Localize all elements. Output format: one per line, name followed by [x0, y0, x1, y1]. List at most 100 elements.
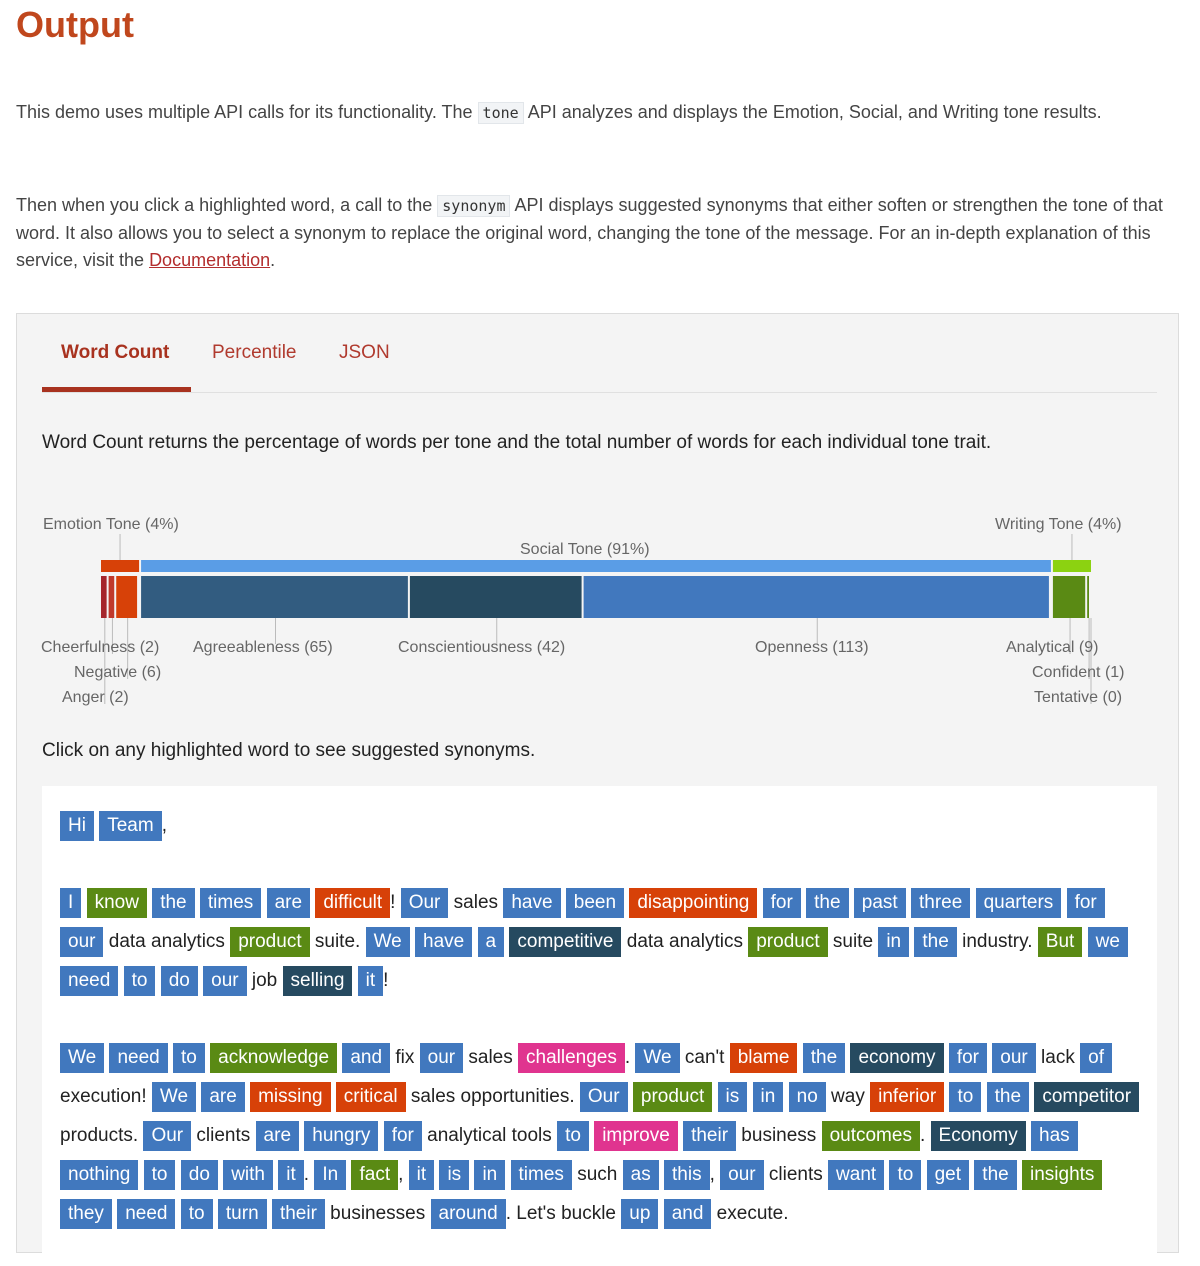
- highlighted-word[interactable]: the: [914, 927, 957, 957]
- highlighted-word[interactable]: with: [223, 1160, 273, 1190]
- highlighted-word[interactable]: we: [1087, 927, 1128, 957]
- highlighted-word[interactable]: to: [123, 966, 156, 996]
- highlighted-word[interactable]: their: [683, 1121, 737, 1151]
- highlighted-word[interactable]: want: [828, 1160, 885, 1190]
- highlighted-word[interactable]: Hi: [60, 811, 94, 841]
- highlighted-word[interactable]: I: [60, 888, 82, 918]
- highlighted-word[interactable]: We: [365, 927, 410, 957]
- highlighted-word[interactable]: We: [635, 1043, 680, 1073]
- highlighted-word[interactable]: product: [748, 927, 828, 957]
- highlighted-word[interactable]: acknowledge: [210, 1043, 338, 1073]
- highlighted-word[interactable]: competitive: [509, 927, 622, 957]
- highlighted-word[interactable]: need: [117, 1199, 176, 1229]
- highlighted-word[interactable]: quarters: [975, 888, 1062, 918]
- highlighted-word[interactable]: a: [477, 927, 505, 957]
- highlighted-word[interactable]: selling: [282, 966, 353, 996]
- highlighted-word[interactable]: But: [1037, 927, 1083, 957]
- highlighted-word[interactable]: in: [474, 1160, 506, 1190]
- highlighted-word[interactable]: times: [510, 1160, 572, 1190]
- highlighted-word[interactable]: the: [152, 888, 195, 918]
- highlighted-word[interactable]: difficult: [315, 888, 391, 918]
- highlighted-word[interactable]: to: [173, 1043, 205, 1073]
- highlighted-word[interactable]: do: [160, 966, 198, 996]
- highlighted-word[interactable]: the: [974, 1160, 1017, 1190]
- highlighted-word[interactable]: to: [557, 1121, 589, 1151]
- highlighted-word[interactable]: product: [632, 1082, 713, 1112]
- highlighted-word[interactable]: to: [949, 1082, 982, 1112]
- highlighted-word[interactable]: and: [663, 1199, 712, 1229]
- highlighted-word[interactable]: of: [1080, 1043, 1112, 1073]
- highlighted-word[interactable]: Our: [579, 1082, 628, 1112]
- highlighted-word[interactable]: have: [415, 927, 473, 957]
- highlighted-word[interactable]: Our: [400, 888, 449, 918]
- highlighted-word[interactable]: competitor: [1034, 1082, 1140, 1112]
- highlighted-word[interactable]: for: [1066, 888, 1105, 918]
- highlighted-word[interactable]: improve: [594, 1121, 678, 1151]
- tab-json[interactable]: JSON: [339, 342, 390, 363]
- highlighted-word[interactable]: our: [203, 966, 247, 996]
- highlighted-word[interactable]: in: [878, 927, 910, 957]
- tab-word-count[interactable]: Word Count: [61, 342, 170, 363]
- highlighted-word[interactable]: and: [342, 1043, 391, 1073]
- highlighted-word[interactable]: We: [60, 1043, 105, 1073]
- highlighted-word[interactable]: for: [948, 1043, 988, 1073]
- highlighted-word[interactable]: Economy: [930, 1121, 1026, 1151]
- highlighted-word[interactable]: up: [621, 1199, 659, 1229]
- highlighted-word[interactable]: economy: [850, 1043, 944, 1073]
- highlighted-word[interactable]: hungry: [304, 1121, 379, 1151]
- highlighted-word[interactable]: inferior: [870, 1082, 945, 1112]
- highlighted-word[interactable]: get: [926, 1160, 970, 1190]
- highlighted-word[interactable]: do: [180, 1160, 218, 1190]
- highlighted-word[interactable]: around: [430, 1199, 506, 1229]
- highlighted-word[interactable]: product: [230, 927, 310, 957]
- highlighted-word[interactable]: the: [806, 888, 849, 918]
- highlighted-word[interactable]: our: [720, 1160, 764, 1190]
- highlighted-word[interactable]: for: [383, 1121, 422, 1151]
- highlighted-word[interactable]: is: [439, 1160, 470, 1190]
- highlighted-word[interactable]: are: [255, 1121, 300, 1151]
- highlighted-word[interactable]: Our: [143, 1121, 192, 1151]
- highlighted-word[interactable]: is: [717, 1082, 748, 1112]
- highlighted-word[interactable]: been: [565, 888, 625, 918]
- highlighted-word[interactable]: past: [853, 888, 906, 918]
- highlighted-word[interactable]: the: [802, 1043, 846, 1073]
- highlighted-word[interactable]: blame: [729, 1043, 798, 1073]
- highlighted-word[interactable]: no: [788, 1082, 826, 1112]
- highlighted-word[interactable]: it: [357, 966, 384, 996]
- highlighted-word[interactable]: outcomes: [821, 1121, 920, 1151]
- highlighted-word[interactable]: to: [143, 1160, 176, 1190]
- highlighted-word[interactable]: turn: [217, 1199, 267, 1229]
- highlighted-word[interactable]: Team: [99, 811, 162, 841]
- highlighted-word[interactable]: are: [201, 1082, 245, 1112]
- highlighted-word[interactable]: our: [60, 927, 104, 957]
- highlighted-word[interactable]: critical: [335, 1082, 406, 1112]
- highlighted-word[interactable]: challenges: [518, 1043, 625, 1073]
- highlighted-word[interactable]: their: [271, 1199, 325, 1229]
- highlighted-word[interactable]: insights: [1022, 1160, 1103, 1190]
- highlighted-word[interactable]: times: [199, 888, 262, 918]
- highlighted-word[interactable]: it: [278, 1160, 304, 1190]
- highlighted-word[interactable]: to: [180, 1199, 213, 1229]
- highlighted-word[interactable]: need: [60, 966, 119, 996]
- highlighted-word[interactable]: as: [622, 1160, 659, 1190]
- tab-percentile[interactable]: Percentile: [212, 342, 297, 363]
- highlighted-word[interactable]: have: [503, 888, 561, 918]
- highlighted-word[interactable]: fact: [351, 1160, 399, 1190]
- highlighted-word[interactable]: our: [992, 1043, 1036, 1073]
- documentation-link[interactable]: Documentation: [149, 250, 271, 270]
- highlighted-word[interactable]: our: [419, 1043, 464, 1073]
- highlighted-word[interactable]: In: [314, 1160, 347, 1190]
- highlighted-word[interactable]: it: [408, 1160, 435, 1190]
- highlighted-word[interactable]: three: [911, 888, 971, 918]
- highlighted-word[interactable]: need: [109, 1043, 168, 1073]
- highlighted-word[interactable]: missing: [250, 1082, 331, 1112]
- highlighted-word[interactable]: they: [60, 1199, 112, 1229]
- highlighted-word[interactable]: to: [889, 1160, 922, 1190]
- highlighted-word[interactable]: for: [762, 888, 801, 918]
- highlighted-word[interactable]: the: [986, 1082, 1030, 1112]
- highlighted-word[interactable]: nothing: [60, 1160, 139, 1190]
- highlighted-word[interactable]: disappointing: [629, 888, 758, 918]
- highlighted-word[interactable]: are: [266, 888, 311, 918]
- highlighted-word[interactable]: know: [86, 888, 147, 918]
- highlighted-word[interactable]: We: [151, 1082, 197, 1112]
